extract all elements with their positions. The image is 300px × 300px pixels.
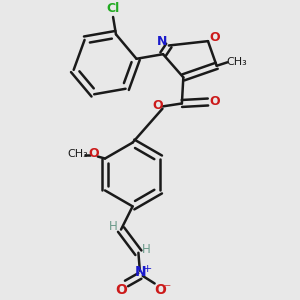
Text: N: N xyxy=(157,35,167,48)
Text: N: N xyxy=(135,266,147,280)
Text: O: O xyxy=(115,284,127,297)
Text: ⁻: ⁻ xyxy=(163,282,170,296)
Text: Cl: Cl xyxy=(106,2,120,15)
Text: H: H xyxy=(142,243,151,256)
Text: O: O xyxy=(209,31,220,44)
Text: +: + xyxy=(143,264,152,274)
Text: O: O xyxy=(88,147,99,161)
Text: H: H xyxy=(109,220,117,233)
Text: O: O xyxy=(154,284,166,297)
Text: CH₃: CH₃ xyxy=(67,149,88,160)
Text: CH₃: CH₃ xyxy=(226,57,247,67)
Text: O: O xyxy=(209,95,220,108)
Text: O: O xyxy=(152,99,163,112)
